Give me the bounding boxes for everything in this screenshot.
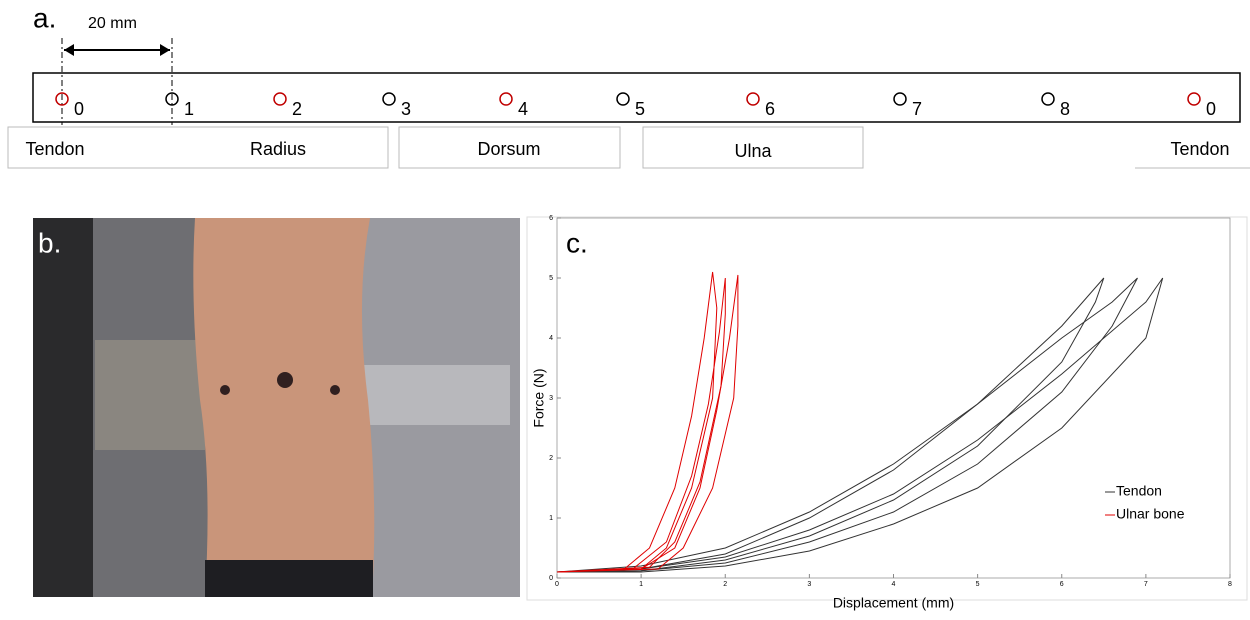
- data-line: [556, 277, 726, 573]
- marker-label: 3: [401, 99, 411, 119]
- x-tick-label: 5: [976, 581, 980, 588]
- x-tick-label: 7: [1144, 581, 1148, 588]
- x-tick-label: 3: [807, 581, 811, 588]
- region-box: [642, 126, 864, 169]
- marker: [273, 92, 287, 106]
- panel-label: a.: [33, 2, 56, 33]
- marker-label: 8: [1060, 99, 1070, 119]
- y-tick-label: 2: [549, 455, 553, 462]
- marker-label: 7: [912, 99, 922, 119]
- x-tick-label: 1: [639, 581, 643, 588]
- data-line: [556, 277, 1138, 573]
- data-line: [556, 271, 718, 573]
- panel-label: c.: [566, 227, 588, 258]
- legend-label: Ulnar bone: [1116, 506, 1185, 522]
- y-tick-label: 4: [549, 335, 553, 342]
- photo: [33, 218, 520, 597]
- marker-label: 4: [518, 99, 528, 119]
- region-box: [398, 126, 621, 169]
- data-line: [556, 274, 739, 573]
- panel-label: b.: [38, 227, 61, 258]
- x-tick-label: 8: [1228, 581, 1232, 588]
- marker: [616, 92, 630, 106]
- marker: [382, 92, 396, 106]
- marker-label: 0: [74, 99, 84, 119]
- x-tick-label: 4: [892, 581, 896, 588]
- y-tick-label: 3: [549, 395, 553, 402]
- marker-label: 5: [635, 99, 645, 119]
- marker-label: 1: [184, 99, 194, 119]
- marker: [499, 92, 513, 106]
- region-label: Radius: [250, 139, 306, 159]
- x-axis-label: Displacement (mm): [833, 595, 954, 611]
- y-tick-label: 0: [549, 575, 553, 582]
- region-label: Dorsum: [477, 139, 540, 159]
- marker: [1041, 92, 1055, 106]
- chart-frame: [526, 216, 1248, 601]
- y-axis-label: Force (N): [531, 368, 547, 427]
- y-tick-label: 6: [549, 215, 553, 222]
- data-line: [556, 277, 1105, 573]
- x-tick-label: 0: [555, 581, 559, 588]
- region-label: Tendon: [25, 139, 84, 159]
- y-tick-label: 1: [549, 515, 553, 522]
- data-line: [556, 277, 1164, 573]
- marker: [1187, 92, 1201, 106]
- x-tick-label: 6: [1060, 581, 1064, 588]
- y-tick-label: 5: [549, 275, 553, 282]
- marker: [165, 92, 179, 106]
- x-tick-label: 2: [723, 581, 727, 588]
- marker-label: 6: [765, 99, 775, 119]
- dimension-label: 20 mm: [88, 15, 137, 32]
- marker-label: 2: [292, 99, 302, 119]
- marker: [55, 92, 69, 106]
- legend-label: Tendon: [1116, 483, 1162, 499]
- marker: [893, 92, 907, 106]
- region-label: Ulna: [734, 141, 772, 161]
- region-box: [7, 126, 389, 169]
- marker-label: 0: [1206, 99, 1216, 119]
- marker: [746, 92, 760, 106]
- region-label: Tendon: [1170, 139, 1229, 159]
- strip: [32, 72, 1241, 123]
